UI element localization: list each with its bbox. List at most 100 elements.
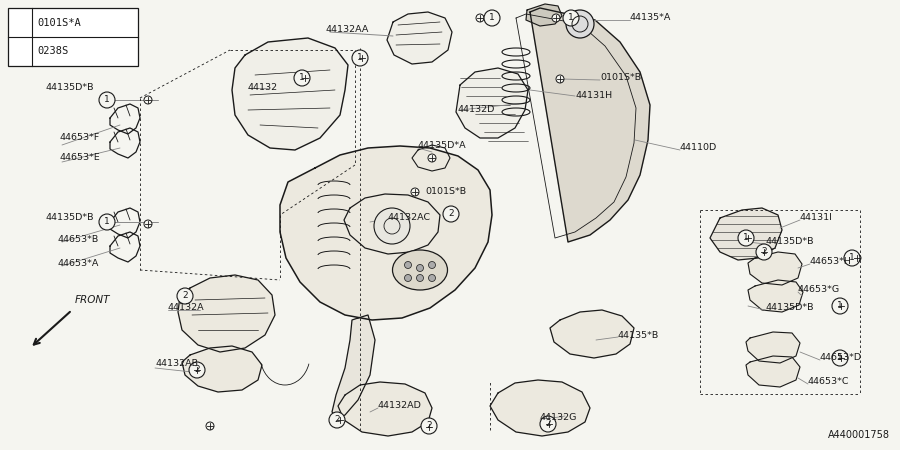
Text: 2: 2	[334, 415, 340, 424]
Circle shape	[13, 15, 27, 30]
Text: 44135*A: 44135*A	[630, 14, 671, 22]
Circle shape	[837, 302, 845, 310]
Circle shape	[760, 248, 768, 256]
Polygon shape	[232, 38, 348, 150]
Circle shape	[563, 10, 579, 26]
Text: 44131H: 44131H	[575, 91, 612, 100]
Text: 1: 1	[104, 95, 110, 104]
Text: 1: 1	[489, 14, 495, 22]
Circle shape	[193, 366, 201, 374]
Text: 0101S*B: 0101S*B	[425, 188, 466, 197]
Text: 44132A: 44132A	[168, 303, 204, 312]
Text: 1: 1	[837, 354, 843, 363]
Text: 2: 2	[761, 248, 767, 256]
Polygon shape	[280, 146, 492, 320]
Circle shape	[336, 416, 344, 424]
Polygon shape	[530, 8, 650, 242]
Text: 1: 1	[299, 73, 305, 82]
Polygon shape	[746, 332, 800, 363]
Circle shape	[206, 422, 214, 430]
Text: 44653*H: 44653*H	[810, 257, 852, 266]
Text: 44653*E: 44653*E	[60, 153, 101, 162]
Text: 44132AD: 44132AD	[378, 401, 422, 410]
Circle shape	[744, 234, 752, 242]
Text: 44132D: 44132D	[457, 105, 494, 114]
Text: 44135D*B: 44135D*B	[45, 213, 94, 222]
Text: 44132AB: 44132AB	[155, 360, 198, 369]
Circle shape	[738, 230, 754, 246]
Circle shape	[352, 50, 368, 66]
Text: 44131I: 44131I	[800, 213, 832, 222]
Text: 0238S: 0238S	[37, 46, 68, 57]
Text: 44110D: 44110D	[680, 144, 717, 153]
Text: 44653*G: 44653*G	[798, 285, 840, 294]
Text: 0101S*B: 0101S*B	[600, 73, 641, 82]
Circle shape	[428, 261, 436, 269]
Text: 1: 1	[849, 253, 855, 262]
Text: 1: 1	[357, 54, 363, 63]
Polygon shape	[178, 275, 275, 352]
Circle shape	[417, 274, 424, 282]
Circle shape	[189, 362, 205, 378]
Circle shape	[552, 14, 560, 22]
Text: 44132AC: 44132AC	[388, 213, 431, 222]
Circle shape	[301, 74, 309, 82]
Polygon shape	[710, 208, 782, 260]
Polygon shape	[182, 346, 262, 392]
Circle shape	[99, 214, 115, 230]
Ellipse shape	[392, 250, 447, 290]
FancyBboxPatch shape	[8, 8, 138, 66]
Circle shape	[566, 10, 594, 38]
Text: 2: 2	[17, 47, 22, 56]
Circle shape	[545, 420, 553, 428]
Circle shape	[853, 254, 861, 262]
Text: 44135D*B: 44135D*B	[765, 303, 814, 312]
Polygon shape	[550, 310, 634, 358]
Text: 1: 1	[17, 18, 22, 27]
Circle shape	[13, 45, 27, 58]
Polygon shape	[748, 280, 803, 312]
Text: 44653*C: 44653*C	[808, 378, 850, 387]
Circle shape	[428, 154, 436, 162]
Text: 1: 1	[743, 234, 749, 243]
Polygon shape	[387, 12, 452, 64]
Polygon shape	[748, 252, 802, 285]
Polygon shape	[456, 68, 528, 138]
Circle shape	[99, 92, 115, 108]
Text: 44653*A: 44653*A	[58, 258, 99, 267]
Circle shape	[832, 350, 848, 366]
Circle shape	[837, 354, 845, 362]
Circle shape	[411, 188, 419, 196]
Circle shape	[144, 96, 152, 104]
Circle shape	[428, 274, 436, 282]
Text: 44653*D: 44653*D	[820, 354, 862, 363]
Circle shape	[484, 10, 500, 26]
Circle shape	[294, 70, 310, 86]
Polygon shape	[344, 194, 440, 254]
Text: 1: 1	[568, 14, 574, 22]
Text: 2: 2	[545, 419, 551, 428]
Polygon shape	[746, 356, 800, 387]
Text: 44653*F: 44653*F	[60, 134, 100, 143]
Circle shape	[425, 423, 433, 431]
Polygon shape	[490, 380, 590, 436]
Circle shape	[443, 206, 459, 222]
Text: 44132G: 44132G	[540, 414, 578, 423]
Circle shape	[404, 261, 411, 269]
Circle shape	[476, 14, 484, 22]
Text: 2: 2	[194, 365, 200, 374]
Text: 44135*B: 44135*B	[618, 330, 659, 339]
Circle shape	[329, 412, 345, 428]
Text: 44132AA: 44132AA	[325, 26, 368, 35]
Circle shape	[417, 265, 424, 271]
Circle shape	[832, 298, 848, 314]
Text: 44135D*B: 44135D*B	[45, 84, 94, 93]
Circle shape	[177, 288, 193, 304]
Text: 2: 2	[427, 422, 432, 431]
Text: 0101S*A: 0101S*A	[37, 18, 81, 27]
Circle shape	[756, 244, 772, 260]
Circle shape	[404, 274, 411, 282]
Text: 1: 1	[837, 302, 843, 310]
Polygon shape	[526, 4, 562, 26]
Circle shape	[844, 250, 860, 266]
